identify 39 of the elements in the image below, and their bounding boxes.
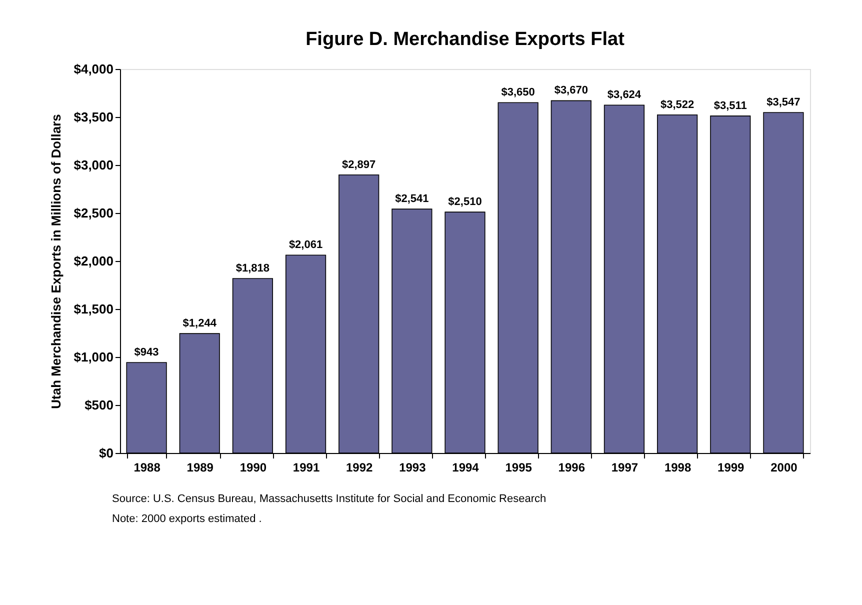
x-tick-label: 1990	[240, 460, 267, 474]
x-tick-label: 1988	[134, 460, 161, 474]
y-tick-label: $1,500	[74, 302, 114, 316]
y-tick-label: $4,000	[74, 62, 114, 76]
y-tick-label: $1,000	[74, 350, 114, 364]
y-tick-label: $2,000	[74, 254, 114, 268]
chart-title: Figure D. Merchandise Exports Flat	[306, 29, 626, 50]
y-tick-label: $3,000	[74, 158, 114, 172]
x-tick-label: 1989	[186, 460, 214, 474]
y-tick-label: $2,500	[74, 206, 114, 220]
y-tick-label: $0	[99, 446, 114, 460]
x-tick-label: 1997	[611, 460, 638, 474]
data-label: $943	[134, 346, 159, 358]
data-label: $3,670	[554, 84, 588, 97]
data-label: $3,650	[501, 86, 535, 99]
data-label: $2,510	[448, 196, 482, 208]
x-tick-label: 1994	[452, 460, 480, 474]
x-tick-label: 1995	[505, 460, 532, 474]
y-axis-title: Utah Merchandise Exports in Millions of Dollars	[48, 114, 64, 409]
x-tick-label: 1999	[718, 460, 745, 474]
data-label: $2,897	[342, 158, 376, 171]
x-tick-label: 2000	[770, 460, 798, 474]
data-label: $2,541	[395, 193, 429, 206]
x-tick-label: 1991	[292, 460, 320, 474]
data-label: $3,522	[660, 98, 694, 111]
y-tick-label: $3,500	[74, 110, 114, 124]
data-label: $2,061	[288, 239, 323, 252]
data-label: $1,244	[182, 318, 218, 330]
data-label: $3,511	[714, 100, 747, 112]
source-note: Source: U.S. Census Bureau, Massachusetts Institute for Social and Economic Research	[112, 493, 546, 505]
x-tick-label: 1998	[664, 460, 692, 474]
x-tick-label: 1996	[558, 460, 586, 474]
x-tick-label: 1993	[399, 460, 426, 474]
data-label: $3,547	[766, 96, 800, 108]
data-label: $3,624	[607, 89, 642, 102]
text: Note: 2000 exports estimated .	[112, 513, 262, 525]
data-label: $1,818	[236, 262, 270, 274]
x-tick-label: 1992	[346, 460, 374, 474]
y-tick-label: $500	[84, 398, 114, 412]
